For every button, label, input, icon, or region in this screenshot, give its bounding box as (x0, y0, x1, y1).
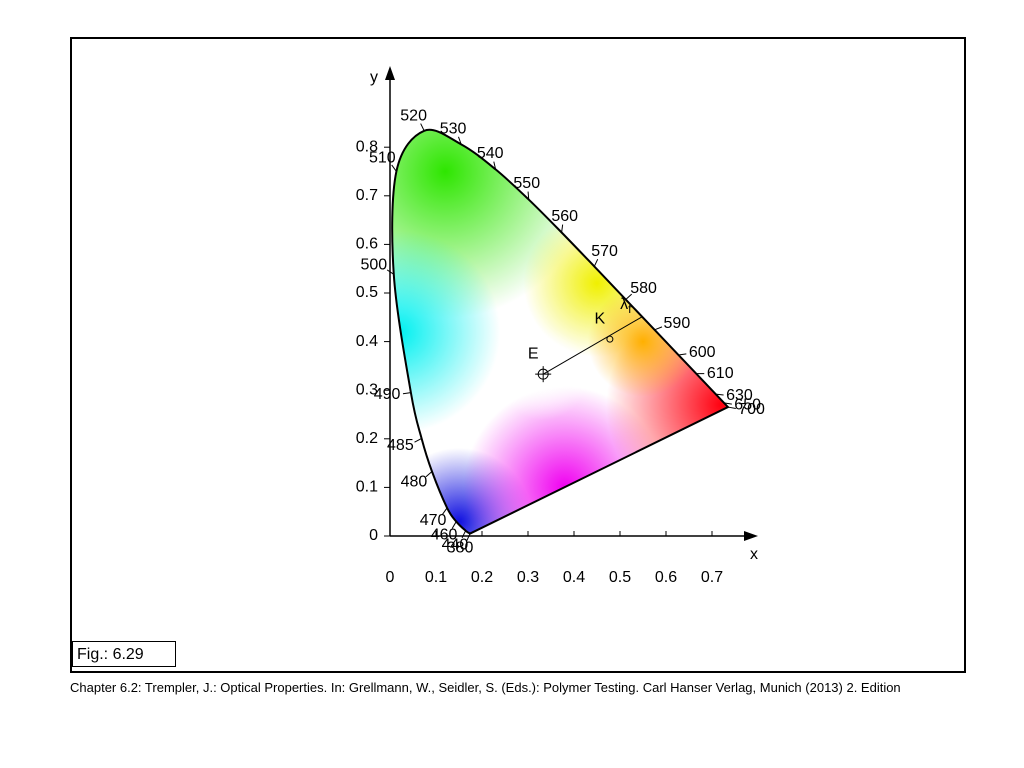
y-tick-label: 0.8 (356, 138, 378, 155)
y-tick-label: 0 (369, 527, 378, 544)
x-axis-label: x (750, 546, 758, 563)
chart: x y 0 0.1 0.2 0.3 0.4 0.5 0.6 0.7 0 0.1 0.2 0.3 0.4 0… (356, 66, 765, 586)
wavelength-label: 460 (431, 527, 458, 544)
wavelength-label: 490 (374, 386, 401, 403)
wavelength-label: 560 (551, 208, 578, 225)
wavelength-label: 630 (726, 387, 753, 404)
figure-label: Fig.: 6.29 (72, 641, 176, 667)
wavelength-tick (678, 353, 687, 356)
wavelength-label: 580 (630, 280, 657, 297)
wavelength-tick (654, 326, 663, 331)
wavelength-label: 380 (447, 539, 474, 556)
y-tick-label: 0.1 (356, 479, 378, 496)
wavelength-tick (461, 530, 467, 539)
point (606, 335, 614, 343)
y-tick-label: 0.6 (356, 236, 378, 253)
wavelength-tick (715, 393, 724, 396)
wavelength-tick (420, 123, 425, 131)
wavelength-label: 485 (387, 437, 414, 454)
wavelength-label: 470 (420, 512, 447, 529)
wavelength-tick (593, 258, 599, 267)
point-label: E (528, 345, 539, 362)
wavelength-tick (527, 191, 530, 200)
wavelength-label: 650 (734, 397, 761, 414)
wavelength-label: 480 (401, 473, 428, 490)
wavelength-tick (625, 293, 633, 300)
y-axis-label: y (370, 69, 378, 86)
caption: Chapter 6.2: Trempler, J.: Optical Prope… (70, 680, 901, 695)
y-tick-label: 0.2 (356, 430, 378, 447)
wavelength-label: 510 (369, 150, 396, 167)
x-tick-label: 0.5 (609, 569, 631, 586)
x-tick-label: 0.3 (517, 569, 539, 586)
y-tick-label: 0.3 (356, 381, 378, 398)
wavelength-tick (451, 521, 457, 529)
wavelength-tick (425, 471, 433, 478)
y-arrow (385, 66, 395, 80)
wavelength-tick (442, 507, 448, 515)
wavelength-label: 520 (400, 108, 427, 125)
point-label: K (595, 310, 606, 327)
wavelength-tick (727, 406, 736, 409)
wavelength-label: 570 (591, 243, 618, 260)
slide-frame (70, 37, 966, 673)
y-tick-label: 0.5 (356, 284, 378, 301)
wavelength-label: 530 (440, 120, 467, 137)
wavelength-tick (386, 269, 395, 275)
dominant-label: λf (620, 296, 632, 316)
wavelength-label: 500 (360, 257, 387, 274)
x-tick-label: 0.1 (425, 569, 447, 586)
wavelength-label: 700 (738, 401, 765, 418)
wavelength-label: 550 (513, 175, 540, 192)
wavelength-tick (466, 533, 471, 542)
wavelength-label: 590 (664, 315, 691, 332)
lambda: λ (620, 296, 628, 313)
wavelength-tick (391, 164, 397, 172)
wavelength-tick (414, 438, 422, 443)
wavelength-tick (458, 136, 462, 145)
wavelength-label: 610 (707, 365, 734, 382)
wavelength-tick (561, 224, 564, 233)
x-tick-label: 0.7 (701, 569, 723, 586)
wavelength-label: 540 (477, 145, 504, 162)
x-tick-label: 0.6 (655, 569, 677, 586)
subscript: f (628, 302, 632, 316)
wavelength-tick (493, 161, 497, 170)
color-fill (392, 129, 728, 534)
wavelength-label: 440 (442, 536, 469, 553)
wavelength-tick (723, 402, 732, 405)
x-tick-label: 0 (386, 569, 395, 586)
y-tick-label: 0.4 (356, 333, 378, 350)
wavelength-tick (402, 392, 411, 395)
wavelength-label: 600 (689, 344, 716, 361)
fill-blob (392, 129, 728, 534)
spectral-locus (391, 128, 730, 535)
x-tick-label: 0.4 (563, 569, 585, 586)
x-arrow (744, 531, 758, 541)
y-tick-label: 0.7 (356, 187, 378, 204)
dominant-line (542, 316, 643, 375)
x-tick-label: 0.2 (471, 569, 493, 586)
